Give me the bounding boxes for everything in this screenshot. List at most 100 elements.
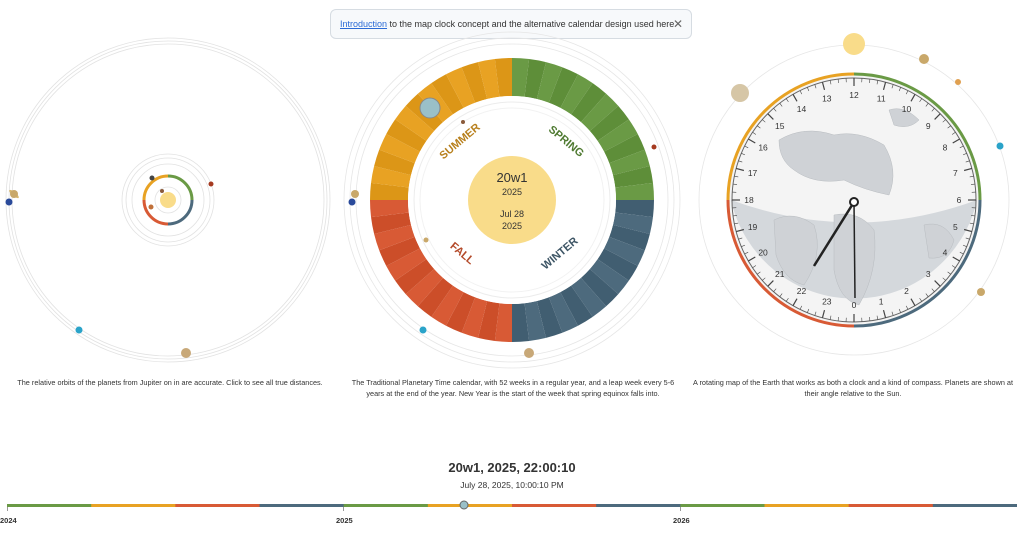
week-segment[interactable] [609, 224, 650, 251]
week-segment[interactable] [612, 166, 653, 188]
hour-label: 1 [879, 296, 884, 306]
clock-tick [882, 82, 887, 91]
sun-icon [160, 192, 176, 208]
week-segment[interactable] [379, 236, 420, 266]
planet-icon [977, 288, 985, 296]
planet-icon [5, 198, 13, 206]
week-segment[interactable] [615, 182, 654, 200]
timeline-slider[interactable] [7, 504, 1017, 507]
week-segment[interactable] [615, 200, 654, 218]
timeline-label-2024: 2024 [0, 516, 17, 525]
week-segment[interactable] [580, 93, 619, 132]
week-segment[interactable] [560, 74, 593, 115]
timeline-segment [427, 504, 513, 507]
clock-tick [734, 222, 739, 225]
clock-tick [837, 316, 839, 321]
week-segment[interactable] [386, 248, 427, 281]
clock-tick [807, 87, 810, 92]
week-segment[interactable] [386, 119, 427, 152]
close-icon[interactable]: ✕ [672, 17, 684, 31]
clock-tick [959, 251, 964, 255]
week-segment[interactable] [589, 105, 629, 141]
clock-tick [799, 90, 803, 95]
hour-label: 20 [758, 248, 768, 258]
week-segment[interactable] [548, 67, 578, 108]
week-segment[interactable] [371, 212, 412, 234]
timeline-segment [512, 504, 597, 507]
week-segment[interactable] [371, 166, 412, 188]
week-segment[interactable] [609, 149, 650, 176]
clock-tick [733, 183, 738, 185]
week-segment[interactable] [374, 149, 415, 176]
clock-tick [837, 79, 839, 84]
clock-tick [757, 125, 761, 129]
week-segment[interactable] [524, 59, 546, 100]
hour-label: 0 [852, 300, 857, 310]
week-segment[interactable] [461, 62, 488, 103]
clock-center [849, 197, 859, 207]
week-segment[interactable] [431, 74, 464, 115]
clock-tick [773, 288, 777, 292]
week-segment[interactable] [580, 268, 619, 307]
week-segment[interactable] [395, 259, 435, 295]
timeline-label-2025: 2025 [336, 516, 353, 525]
week-segment[interactable] [461, 297, 488, 338]
week-segment[interactable] [597, 119, 638, 152]
planet-icon [731, 84, 749, 102]
week-segment[interactable] [395, 105, 435, 141]
calendar-wheel[interactable]: 20w1 2025 Jul 28 2025 SUMMER SPRING FALL… [342, 30, 682, 370]
timeline-segment [343, 504, 429, 507]
week-segment[interactable] [494, 303, 512, 342]
week-segment[interactable] [370, 200, 409, 218]
week-segment[interactable] [446, 292, 476, 333]
week-segment[interactable] [524, 300, 546, 341]
orbits-diagram[interactable] [0, 30, 340, 370]
week-segment[interactable] [478, 59, 500, 100]
week-segment[interactable] [604, 134, 645, 164]
clock-tick [952, 138, 960, 144]
hour-label: 10 [902, 104, 912, 114]
clock-tick [829, 80, 832, 85]
calendar-caption: The Traditional Planetary Time calendar,… [351, 378, 675, 398]
week-segment[interactable] [571, 83, 607, 123]
week-segment[interactable] [370, 182, 409, 200]
clock-tick [965, 237, 970, 240]
clock-tick [738, 237, 743, 240]
hour-label: 11 [877, 94, 886, 104]
current-date-gregorian: July 28, 2025, 10:00:10 PM [460, 480, 564, 490]
clock-tick [934, 113, 941, 120]
week-segment[interactable] [512, 58, 530, 97]
clock-tick [814, 311, 817, 316]
clock-tick [876, 315, 879, 320]
week-segment[interactable] [379, 134, 420, 164]
week-segment[interactable] [478, 300, 500, 341]
week-segment[interactable] [560, 285, 593, 326]
clock-tick [942, 277, 946, 281]
week-segment[interactable] [612, 212, 653, 234]
week-segment[interactable] [494, 58, 512, 97]
planet-icon [181, 348, 191, 358]
week-segment[interactable] [536, 297, 563, 338]
week-segment[interactable] [536, 62, 563, 103]
week-segment[interactable] [589, 259, 629, 295]
week-segment[interactable] [604, 236, 645, 266]
week-segment[interactable] [405, 268, 444, 307]
clock-tick [741, 153, 746, 156]
date-label: Jul 28 [500, 209, 524, 219]
hour-label: 9 [926, 121, 931, 131]
clock-tick [807, 308, 810, 313]
week-segment[interactable] [548, 292, 578, 333]
week-segment[interactable] [597, 248, 638, 281]
clock-tick [969, 175, 974, 178]
week-segment[interactable] [374, 224, 415, 251]
week-segment[interactable] [417, 277, 453, 317]
week-segment[interactable] [446, 67, 476, 108]
week-segment[interactable] [571, 277, 607, 317]
introduction-link[interactable]: Introduction [340, 19, 388, 29]
clock-tick [891, 84, 894, 89]
timeline-handle-icon[interactable] [459, 500, 469, 510]
week-segment[interactable] [431, 285, 464, 326]
week-segment[interactable] [512, 303, 530, 342]
clock-tick [919, 297, 923, 302]
